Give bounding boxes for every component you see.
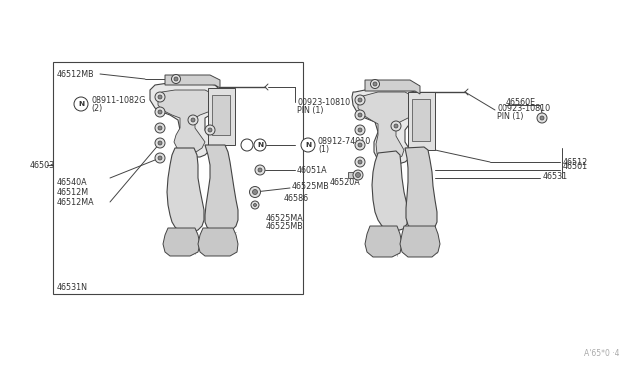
Circle shape (188, 115, 198, 125)
Circle shape (358, 143, 362, 147)
Circle shape (355, 157, 365, 167)
Circle shape (301, 138, 315, 152)
Text: 46531: 46531 (543, 171, 568, 180)
Circle shape (355, 95, 365, 105)
Text: 46560E: 46560E (506, 97, 536, 106)
Polygon shape (365, 80, 420, 94)
Circle shape (355, 140, 365, 150)
Text: 08912-74010: 08912-74010 (318, 137, 371, 145)
Polygon shape (348, 172, 357, 178)
Text: 46525MB: 46525MB (266, 221, 304, 231)
Circle shape (191, 118, 195, 122)
Polygon shape (408, 92, 435, 150)
Text: 46586: 46586 (284, 193, 309, 202)
Text: 46051A: 46051A (297, 166, 328, 174)
Circle shape (537, 113, 547, 123)
Polygon shape (205, 145, 238, 232)
Text: 46512MB: 46512MB (57, 70, 95, 78)
Text: N: N (257, 142, 263, 148)
Text: 46512: 46512 (563, 157, 588, 167)
Text: 00923-10810: 00923-10810 (497, 103, 550, 112)
Polygon shape (167, 148, 204, 232)
Text: 46520A: 46520A (330, 177, 361, 186)
Polygon shape (163, 228, 200, 256)
Bar (53, 62, 303, 294)
Circle shape (394, 124, 398, 128)
Circle shape (172, 74, 180, 83)
Circle shape (355, 125, 365, 135)
Circle shape (540, 116, 544, 120)
Circle shape (371, 80, 380, 89)
Circle shape (174, 77, 178, 81)
Circle shape (391, 121, 401, 131)
Circle shape (74, 97, 88, 111)
Circle shape (155, 123, 165, 133)
Circle shape (358, 113, 362, 117)
Polygon shape (150, 82, 222, 157)
Text: 08911-1082G: 08911-1082G (91, 96, 145, 105)
Text: PIN (1): PIN (1) (297, 106, 323, 115)
Circle shape (355, 110, 365, 120)
Circle shape (155, 92, 165, 102)
Circle shape (241, 139, 253, 151)
Circle shape (158, 110, 162, 114)
Circle shape (258, 168, 262, 172)
Circle shape (158, 156, 162, 160)
Circle shape (355, 173, 360, 177)
Text: 46525MB: 46525MB (292, 182, 330, 190)
Circle shape (205, 125, 215, 135)
Circle shape (250, 186, 260, 198)
Polygon shape (372, 151, 408, 231)
Circle shape (373, 82, 377, 86)
Polygon shape (208, 88, 235, 145)
Text: 46503: 46503 (30, 160, 55, 170)
Circle shape (155, 153, 165, 163)
Text: 46501: 46501 (563, 161, 588, 170)
Text: (2): (2) (91, 103, 102, 112)
Text: (1): (1) (318, 144, 329, 154)
Circle shape (155, 138, 165, 148)
Circle shape (155, 107, 165, 117)
Circle shape (358, 128, 362, 132)
Text: 46525MA: 46525MA (266, 214, 304, 222)
Circle shape (358, 160, 362, 164)
Polygon shape (365, 226, 402, 257)
Circle shape (158, 126, 162, 130)
Text: N: N (78, 101, 84, 107)
Circle shape (253, 189, 257, 195)
Text: 46512M: 46512M (57, 187, 89, 196)
Circle shape (158, 95, 162, 99)
Text: PIN (1): PIN (1) (497, 112, 524, 121)
Text: 46540A: 46540A (57, 177, 88, 186)
Text: 46512MA: 46512MA (57, 198, 95, 206)
Polygon shape (352, 88, 422, 165)
Polygon shape (165, 75, 220, 88)
Circle shape (353, 170, 363, 180)
Circle shape (254, 139, 266, 151)
Circle shape (208, 128, 212, 132)
Bar (412, 99, 430, 141)
Polygon shape (158, 90, 218, 153)
Polygon shape (198, 228, 238, 256)
Polygon shape (400, 226, 440, 257)
Circle shape (255, 165, 265, 175)
Circle shape (158, 141, 162, 145)
Text: 00923-10810: 00923-10810 (297, 97, 350, 106)
Text: N: N (305, 142, 311, 148)
Circle shape (358, 98, 362, 102)
Bar (212, 95, 230, 135)
Text: 46531N: 46531N (57, 283, 88, 292)
Polygon shape (405, 147, 437, 233)
Polygon shape (358, 92, 417, 161)
Circle shape (251, 201, 259, 209)
Text: A'65*0 ·4: A'65*0 ·4 (584, 349, 620, 358)
Circle shape (253, 203, 257, 206)
